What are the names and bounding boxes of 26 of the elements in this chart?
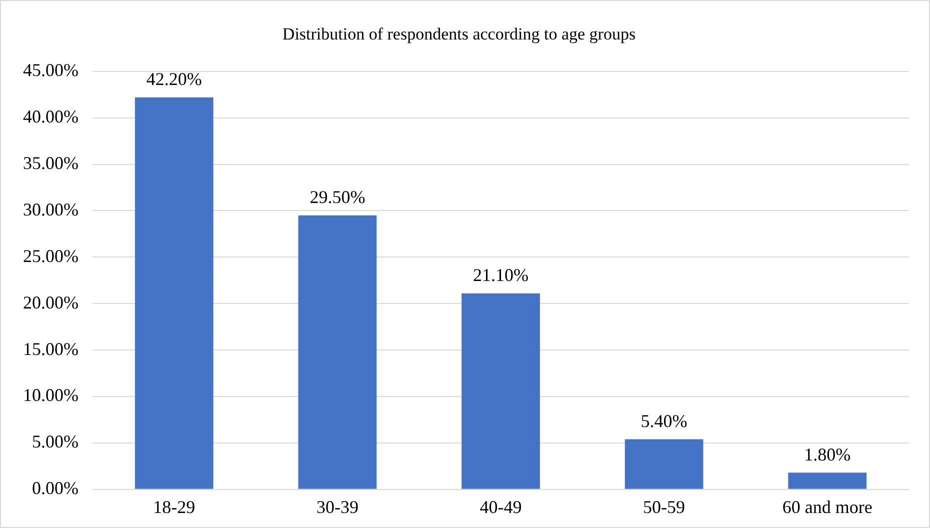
bar: [462, 293, 540, 489]
y-tick-label: 5.00%: [32, 432, 78, 452]
y-tick-label: 25.00%: [22, 246, 78, 266]
y-tick-label: 15.00%: [22, 338, 78, 359]
x-tick-label: 60 and more: [782, 496, 872, 517]
y-tick-label: 20.00%: [22, 292, 78, 312]
x-tick-label: 50-59: [643, 496, 686, 517]
bar: [788, 472, 867, 489]
data-label: 5.40%: [640, 410, 688, 431]
bar: [134, 97, 214, 489]
bar: [298, 215, 377, 489]
data-label: 29.50%: [310, 187, 366, 208]
x-tick-label: 30-39: [316, 496, 358, 517]
data-label: 42.20%: [146, 69, 202, 90]
y-tick-label: 40.00%: [22, 106, 78, 127]
y-tick-label: 10.00%: [22, 385, 78, 406]
x-tick-label: 40-49: [480, 496, 522, 517]
data-label: 1.80%: [804, 444, 851, 464]
bar: [624, 439, 704, 489]
y-tick-label: 35.00%: [22, 153, 78, 174]
y-tick-label: 30.00%: [22, 199, 78, 220]
chart-title: Distribution of respondents according to age groups: [282, 24, 636, 44]
x-tick-label: 18-29: [153, 496, 196, 517]
y-tick-label: 0.00%: [32, 478, 78, 498]
y-tick-label: 45.00%: [22, 60, 78, 80]
data-label: 21.10%: [472, 265, 528, 286]
